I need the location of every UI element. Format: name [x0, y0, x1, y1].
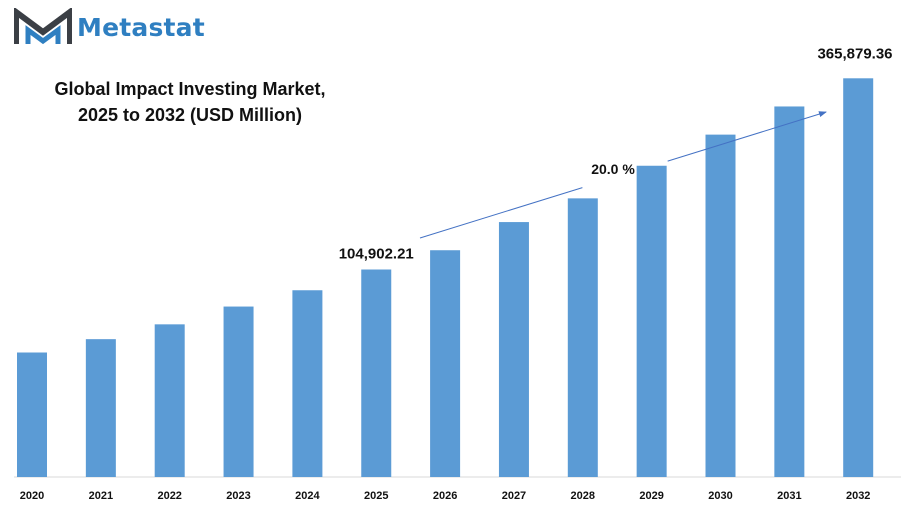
- annotations: 104,902.21 365,879.36 20.0 %: [339, 45, 893, 262]
- growth-arrow-start: [419, 187, 583, 239]
- metastat-m-logo-icon: [14, 8, 72, 45]
- x-tick-2028: 2028: [571, 490, 595, 502]
- brand-logo: Metastat: [14, 8, 205, 46]
- bar-2030: [705, 134, 736, 477]
- bar-2023: [223, 306, 254, 477]
- x-tick-2021: 2021: [89, 490, 113, 502]
- bar-2021: [85, 339, 116, 477]
- chart-title-line-2: 2025 to 2032 (USD Million): [77, 105, 303, 125]
- label-2032-value: 365,879.36: [817, 45, 892, 62]
- bar-2029: [636, 165, 667, 477]
- x-tick-2029: 2029: [639, 490, 663, 502]
- chart-title-line-1: Global Impact Investing Market,: [54, 79, 326, 99]
- x-tick-2031: 2031: [777, 490, 801, 502]
- bar-2022: [154, 324, 185, 477]
- x-tick-2024: 2024: [295, 490, 320, 502]
- bar-2032: [843, 78, 874, 477]
- x-tick-2032: 2032: [846, 490, 870, 502]
- bar-2024: [292, 290, 323, 477]
- bar-2025: [361, 269, 392, 477]
- brand-name: Metastat: [77, 12, 205, 42]
- bar-2026: [430, 250, 461, 477]
- label-2025-value: 104,902.21: [339, 246, 414, 263]
- bar-2027: [498, 222, 529, 477]
- bars-group: [17, 78, 874, 477]
- x-tick-2022: 2022: [157, 490, 181, 502]
- cagr-label: 20.0 %: [591, 161, 635, 177]
- x-tick-2023: 2023: [226, 490, 250, 502]
- chart-title: Global Impact Investing Market, 2025 to …: [20, 76, 360, 128]
- bar-2028: [567, 198, 598, 477]
- bar-2031: [774, 106, 805, 477]
- x-tick-labels: 2020 2021 2022 2023 2024 2025 2026 2027 2028 2029…: [20, 490, 871, 502]
- x-tick-2030: 2030: [708, 490, 732, 502]
- x-tick-2025: 2025: [364, 490, 388, 502]
- x-tick-2020: 2020: [20, 490, 44, 502]
- x-tick-2027: 2027: [502, 490, 526, 502]
- growth-arrow-end: [667, 111, 827, 162]
- bar-2020: [17, 352, 47, 477]
- x-tick-2026: 2026: [433, 490, 457, 502]
